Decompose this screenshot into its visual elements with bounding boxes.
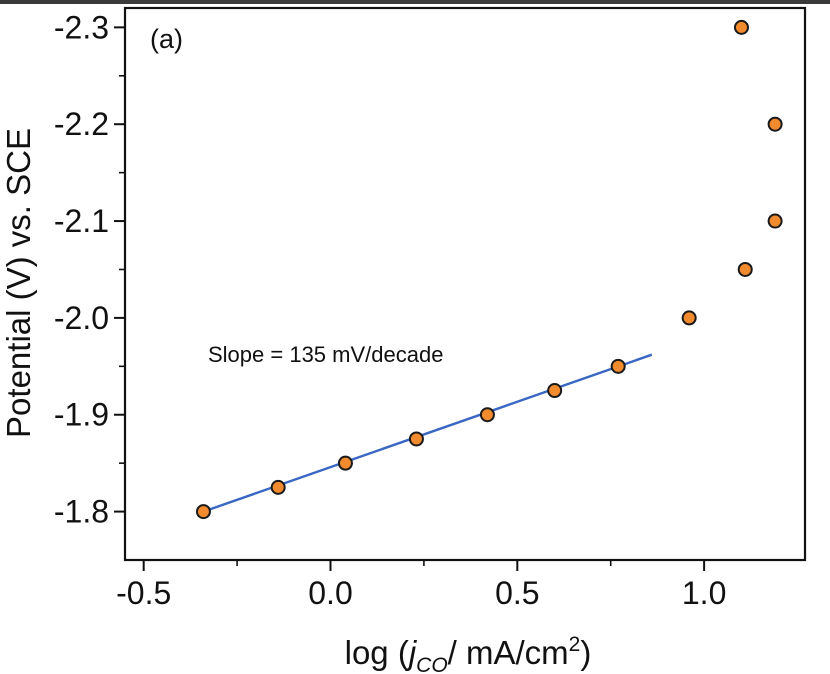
x-tick-label: 0.0: [308, 575, 352, 611]
x-label-suffix: / mA/cm: [448, 634, 569, 671]
y-tick-labels: -1.8 -1.9 -2.0 -2.1 -2.2 -2.3: [54, 9, 109, 529]
x-label-close: ): [580, 634, 591, 671]
y-tick-label: -2.1: [54, 203, 109, 239]
data-point: [767, 213, 783, 229]
major-ticks: [114, 26, 706, 571]
data-point: [337, 455, 353, 471]
x-axis-label: log (jCO/ mA/cm2): [345, 633, 592, 674]
panel-label: (a): [150, 24, 183, 54]
data-point: [270, 479, 286, 495]
y-tick-label: -1.8: [54, 494, 109, 530]
data-point: [547, 383, 563, 399]
y-tick-label: -2.2: [54, 106, 109, 142]
y-tick-label: -1.9: [54, 397, 109, 433]
data-points: [195, 19, 783, 520]
y-tick-label: -2.0: [54, 300, 109, 336]
data-point: [737, 261, 753, 277]
y-axis-label: Potential (V) vs. SCE: [0, 128, 37, 438]
x-label-var: j: [405, 634, 418, 671]
data-point: [767, 116, 783, 132]
x-label-subscript: CO: [416, 654, 448, 674]
x-label-superscript: 2: [569, 633, 581, 656]
data-point: [610, 358, 626, 374]
data-point: [195, 504, 211, 520]
x-tick-labels: -0.5 0.0 0.5 1.0: [116, 575, 726, 611]
x-tick-label: -0.5: [116, 575, 171, 611]
data-point: [733, 19, 749, 35]
data-point: [479, 407, 495, 423]
data-point: [681, 310, 697, 326]
x-tick-label: 1.0: [682, 575, 726, 611]
top-edge-bar: [0, 0, 830, 4]
x-label-prefix: log (: [345, 634, 409, 671]
data-point: [408, 431, 424, 447]
y-tick-label: -2.3: [54, 9, 109, 45]
plot-frame: [123, 6, 807, 562]
x-tick-label: 0.5: [495, 575, 539, 611]
slope-annotation: Slope = 135 mV/decade: [208, 342, 443, 367]
